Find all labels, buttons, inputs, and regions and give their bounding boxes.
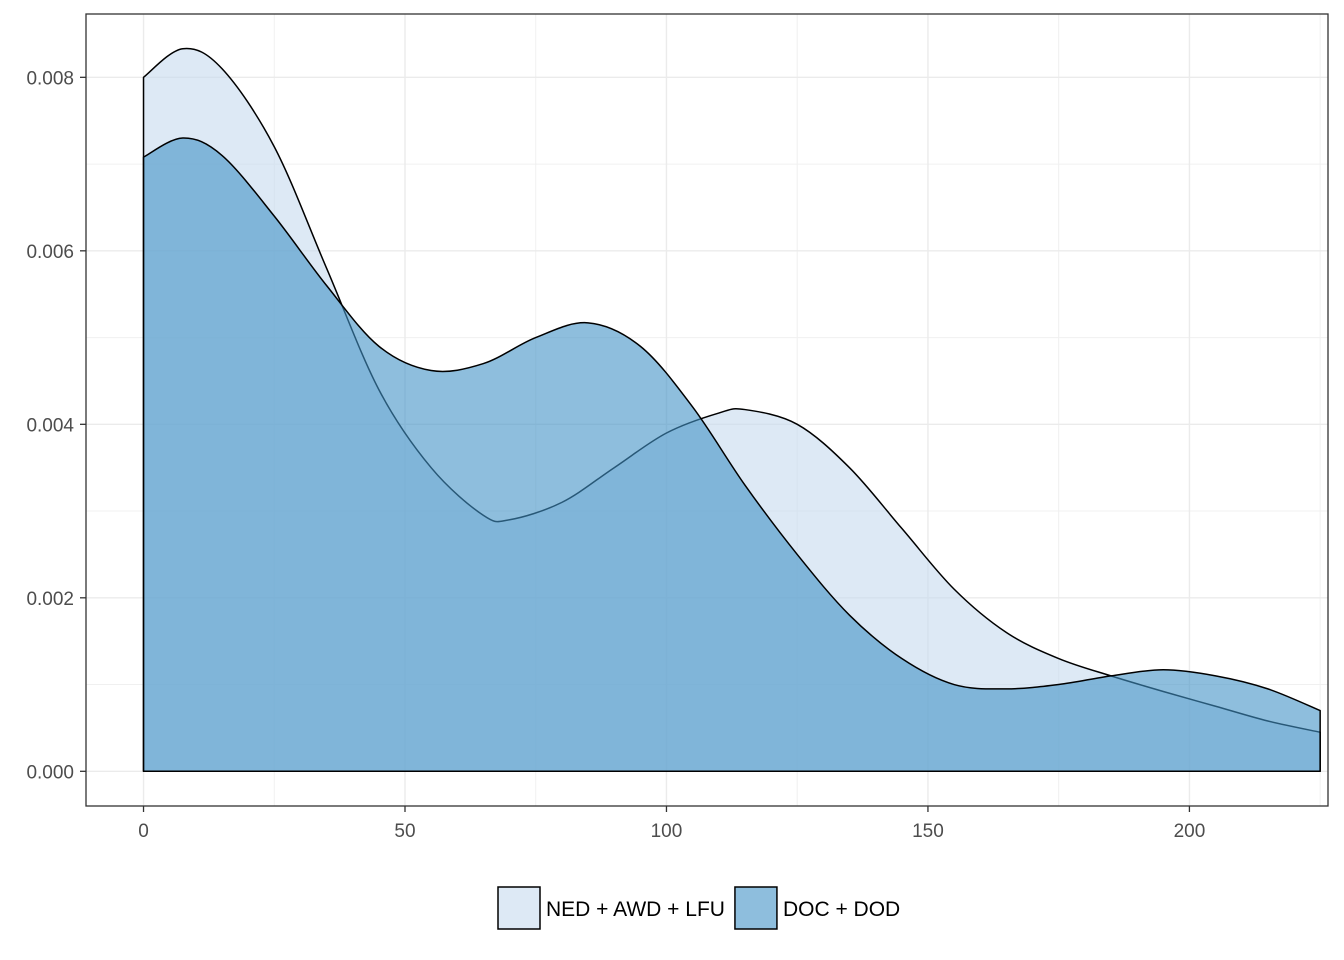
legend-key-2: [734, 886, 778, 930]
density-area-2: [142, 137, 1321, 773]
legend-key-1: [497, 886, 541, 930]
x-tick-label: 200: [1174, 821, 1206, 842]
y-tick-label: 0.004: [26, 415, 74, 436]
y-tick-label: 0.008: [26, 68, 74, 89]
x-tick-label: 50: [394, 821, 415, 842]
x-tick-label: 0: [138, 821, 149, 842]
legend: NED + AWD + LFU DOC + DOD: [497, 886, 900, 930]
x-axis: 0 50 100 150 200: [138, 806, 1205, 842]
x-tick-label: 100: [651, 821, 683, 842]
y-axis: 0.000 0.002 0.004 0.006 0.008: [26, 68, 86, 783]
y-tick-label: 0.006: [26, 242, 74, 263]
y-tick-label: 0.000: [26, 762, 74, 783]
x-tick-label: 150: [912, 821, 944, 842]
series-layer: [142, 47, 1321, 773]
legend-label-1: NED + AWD + LFU: [546, 898, 725, 921]
legend-label-2: DOC + DOD: [783, 898, 900, 921]
y-tick-label: 0.002: [26, 589, 74, 610]
panel-border: [85, 13, 1329, 807]
